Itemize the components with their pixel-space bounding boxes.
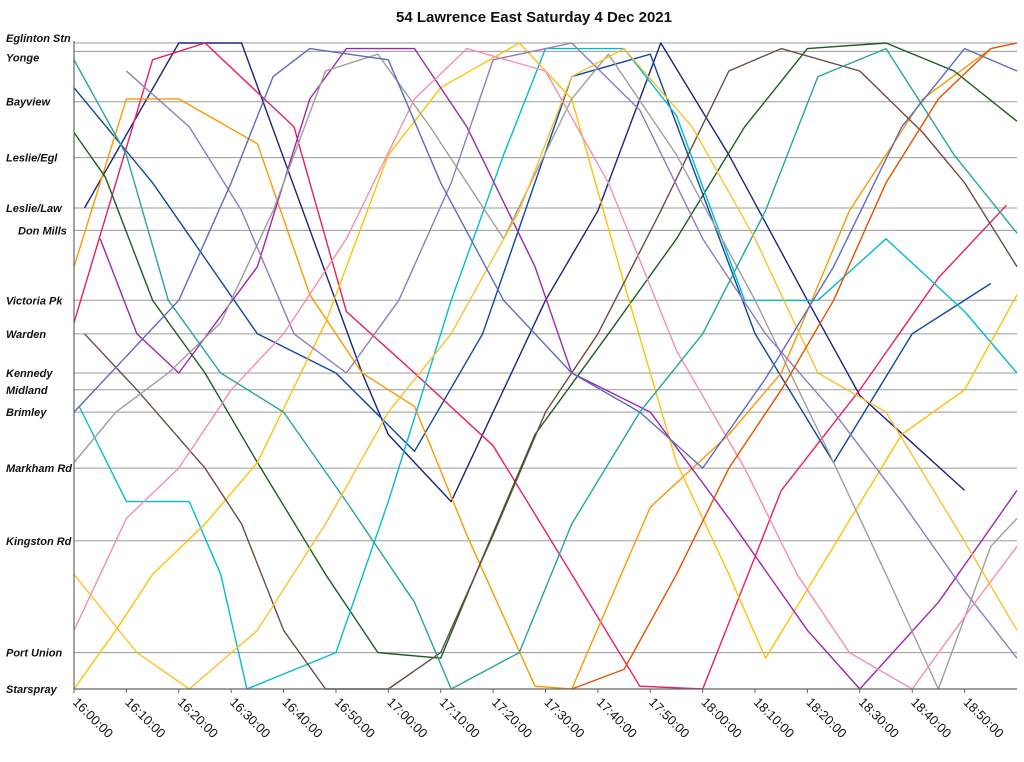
trip-line-12 [73,47,1018,690]
stop-label-kennedy: Kennedy [6,368,53,380]
stop-label-warden: Warden [6,329,46,341]
trip-line-15 [73,47,1018,469]
x-tick-label: 16:30:00 [227,695,273,741]
trip-line-10 [73,53,1018,690]
stop-label-victoria-pk: Victoria Pk [6,295,63,307]
stop-label-markham-rd: Markham Rd [6,463,72,475]
x-tick-label: 18:20:00 [803,695,849,741]
stop-label-leslie-egl: Leslie/Egl [6,153,58,165]
x-tick-label: 17:30:00 [541,695,587,741]
x-tick-label: 18:30:00 [856,695,902,741]
trip-line-16 [571,42,1018,690]
x-tick-label: 16:40:00 [279,695,325,741]
x-tick-label: 17:00:00 [384,695,430,741]
trip-line-3 [73,42,1008,690]
trip-lines [73,42,1018,690]
stop-label-port-union: Port Union [6,648,62,660]
trip-line-2 [73,53,992,464]
x-tick-label: 16:50:00 [332,695,378,741]
stop-label-yonge: Yonge [6,52,39,64]
x-tick-label: 18:10:00 [751,695,797,741]
stop-label-midland: Midland [6,385,48,397]
trip-line-6 [78,47,1018,690]
trip-line-5 [73,42,1018,659]
trip-line-13 [73,47,1018,690]
x-tick-label: 16:00:00 [70,695,116,741]
x-tick-label: 17:40:00 [594,695,640,741]
trip-line-4 [73,48,992,690]
x-tick-label: 17:10:00 [437,695,483,741]
trip-line-8 [99,47,1018,690]
x-tick-label: 16:20:00 [175,695,221,741]
x-tick-label: 18:00:00 [699,695,745,741]
trip-line-9 [83,47,1018,690]
stop-label-bayview: Bayview [6,97,51,109]
stop-label-eglinton-stn: Eglinton Stn [6,33,71,45]
x-tick-label: 18:50:00 [960,695,1006,741]
stop-label-kingston-rd: Kingston Rd [6,536,72,548]
trip-line-1 [83,42,966,503]
trip-line-11 [125,42,1018,659]
trip-line-14 [73,47,1018,690]
time-tick-labels: 16:00:00 16:10:00 16:20:00 16:30:00 16:40:00… [70,689,1007,741]
x-tick-label: 18:40:00 [908,695,954,741]
stop-label-don-mills: Don Mills [18,225,67,237]
x-tick-label: 17:50:00 [646,695,692,741]
chart-title: 54 Lawrence East Saturday 4 Dec 2021 [396,9,672,26]
stop-label-brimley: Brimley [6,407,47,419]
stop-gridlines [74,42,1017,690]
stop-label-leslie-law: Leslie/Law [6,203,63,215]
x-tick-label: 17:20:00 [489,695,535,741]
stop-labels: Eglinton Stn Yonge Bayview Leslie/Egl Leslie… [6,33,72,696]
stop-label-starspray: Starspray [6,684,58,696]
x-tick-label: 16:10:00 [122,695,168,741]
